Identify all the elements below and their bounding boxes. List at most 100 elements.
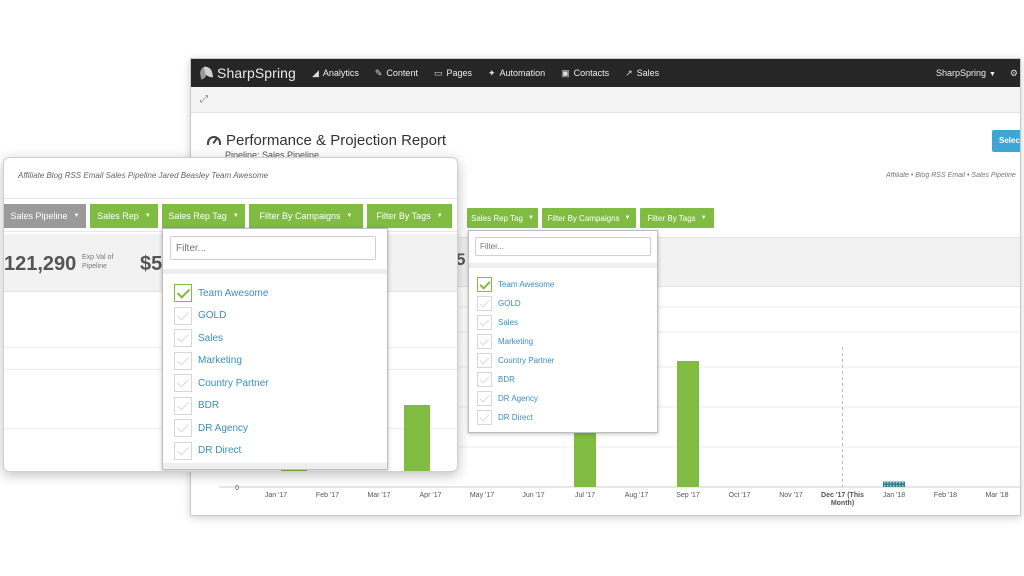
nav-menu: ◢ Analytics ✎ Content ▭ Pages ✦ Automation ▣ Cont… — [312, 68, 675, 79]
filter-breadcrumb-front: Affiliate Blog RSS Email Sales Pipeline … — [18, 171, 269, 180]
tag-option-label: DR Agency — [198, 422, 249, 434]
nav-item-automation[interactable]: ✦ Automation — [488, 68, 545, 79]
checkbox-checked-icon[interactable] — [174, 284, 192, 303]
tag-option-label: Marketing — [198, 355, 242, 367]
x-tick-label: Aug '17 — [625, 492, 649, 499]
sharpspring-logo[interactable]: SharpSpring — [199, 65, 296, 81]
chevron-down-icon: ▼ — [346, 213, 353, 219]
checkbox-checked-icon[interactable] — [477, 277, 492, 292]
account-menu[interactable]: SharpSpring ▼ — [936, 68, 996, 78]
sub-toolbar: ⤢ — [191, 87, 1020, 113]
checkbox-icon[interactable] — [174, 441, 192, 460]
nav-item-sales[interactable]: ↗ Sales — [625, 68, 659, 79]
tag-option-bdr[interactable]: BDR — [174, 395, 269, 418]
sales-rep-tag-button-front[interactable]: Sales Rep Tag ▼ — [162, 204, 245, 228]
filter-by-campaigns-label-front: Filter By Campaigns — [259, 211, 341, 221]
x-tick-label: Dec '17 (This Month) — [821, 492, 864, 507]
nav-item-contacts[interactable]: ▣ Contacts — [561, 68, 609, 79]
sales-rep-tag-button[interactable]: Sales Rep Tag ▼ — [467, 208, 538, 228]
tag-option-label: Team Awesome — [198, 287, 269, 299]
x-tick-label: Mar '17 — [367, 492, 390, 499]
chevron-down-icon: ▼ — [232, 213, 239, 219]
checkbox-icon[interactable] — [477, 372, 492, 387]
page-title-text: Performance & Projection Report — [226, 132, 447, 149]
filter-by-campaigns-button[interactable]: Filter By Campaigns ▼ — [542, 208, 636, 228]
sales-rep-label: Sales Rep — [97, 211, 139, 221]
checkbox-icon[interactable] — [174, 396, 192, 415]
x-tick-label: Jan '17 — [265, 492, 287, 499]
tag-filter-input-back[interactable] — [475, 237, 651, 256]
tag-option-bdr[interactable]: BDR — [477, 370, 554, 389]
filter-by-tags-button[interactable]: Filter By Tags ▼ — [640, 208, 714, 228]
tag-option-dr-agency[interactable]: DR Agency — [174, 417, 269, 440]
chevron-down-icon: ▼ — [988, 71, 996, 78]
checkbox-icon[interactable] — [477, 410, 492, 425]
tag-option-dr-agency[interactable]: DR Agency — [477, 389, 554, 408]
chart-bar[interactable] — [883, 481, 905, 487]
filter-by-campaigns-label: Filter By Campaigns — [547, 213, 620, 223]
tag-list-front: Team Awesome GOLD Sales Marketing Country Pa… — [174, 282, 269, 462]
tag-option-marketing[interactable]: Marketing — [477, 332, 554, 351]
dropdown-divider — [469, 263, 657, 268]
tag-option-label: Country Partner — [498, 356, 555, 365]
tag-option-dr-direct[interactable]: DR Direct — [174, 440, 269, 463]
nav-item-analytics[interactable]: ◢ Analytics — [312, 68, 359, 79]
tag-option-gold[interactable]: GOLD — [174, 305, 269, 328]
chart-bar[interactable] — [677, 361, 699, 487]
tag-option-dr-direct[interactable]: DR Direct — [477, 408, 554, 427]
tag-option-team-awesome[interactable]: Team Awesome — [477, 275, 554, 294]
tag-filter-input-front[interactable] — [170, 236, 376, 260]
filter-by-tags-label-front: Filter By Tags — [376, 211, 431, 221]
tag-option-marketing[interactable]: Marketing — [174, 350, 269, 373]
nav-item-label: Contacts — [573, 68, 610, 78]
trend-icon: ↗ — [625, 67, 633, 78]
checkbox-icon[interactable] — [477, 391, 492, 406]
contacts-icon: ▣ — [561, 67, 570, 78]
checkbox-icon[interactable] — [174, 306, 192, 325]
tag-option-gold[interactable]: GOLD — [477, 294, 554, 313]
tag-option-sales[interactable]: Sales — [477, 313, 554, 332]
checkbox-icon[interactable] — [174, 351, 192, 370]
checkbox-icon[interactable] — [477, 353, 492, 368]
sales-rep-tag-label-front: Sales Rep Tag — [168, 211, 227, 221]
checkbox-icon[interactable] — [174, 419, 192, 438]
tag-option-label: GOLD — [198, 310, 227, 322]
tag-option-label: DR Agency — [498, 394, 539, 403]
x-tick-label: Oct '17 — [729, 492, 751, 499]
tag-option-country-partner[interactable]: Country Partner — [174, 372, 269, 395]
tag-option-team-awesome[interactable]: Team Awesome — [174, 282, 269, 305]
sales-rep-button[interactable]: Sales Rep ▼ — [90, 204, 158, 228]
tag-option-label: BDR — [198, 400, 220, 412]
x-tick-label: Apr '17 — [420, 492, 442, 499]
sales-pipeline-button[interactable]: Sales Pipeline ▼ — [4, 204, 86, 228]
checkbox-icon[interactable] — [174, 329, 192, 348]
dropdown-footer — [163, 463, 387, 469]
tag-option-label: BDR — [498, 375, 515, 384]
filter-by-campaigns-button-front[interactable]: Filter By Campaigns ▼ — [249, 204, 363, 228]
checkbox-icon[interactable] — [477, 334, 492, 349]
checkbox-icon[interactable] — [477, 296, 492, 311]
pencil-icon: ✎ — [374, 67, 383, 78]
tag-option-sales[interactable]: Sales — [174, 327, 269, 350]
x-tick-label: Jun '17 — [522, 492, 544, 499]
x-tick-label: Jul '17 — [575, 492, 595, 499]
tag-option-label: DR Direct — [498, 413, 533, 422]
nav-item-content[interactable]: ✎ Content — [375, 68, 418, 79]
select-button[interactable]: Select — [992, 130, 1020, 152]
tag-option-country-partner[interactable]: Country Partner — [477, 351, 554, 370]
nav-item-pages[interactable]: ▭ Pages — [434, 68, 472, 79]
filter-by-tags-button-front[interactable]: Filter By Tags ▼ — [367, 204, 452, 228]
sales-rep-tag-dropdown-back: Team Awesome GOLD Sales Marketing Country Pa… — [468, 230, 658, 433]
x-tick-label: Feb '17 — [316, 492, 339, 499]
chevron-down-icon: ▼ — [73, 213, 80, 219]
dropdown-divider — [163, 269, 387, 274]
checkbox-icon[interactable] — [477, 315, 492, 330]
expand-icon[interactable]: ⤢ — [200, 94, 208, 105]
chevron-down-icon: ▼ — [436, 213, 443, 219]
top-navbar: SharpSpring ◢ Analytics ✎ Content ▭ Pages ✦ Aut… — [191, 59, 1020, 87]
y-tick-label: 0 — [235, 485, 239, 492]
gear-icon[interactable]: ⚙ — [1009, 67, 1018, 78]
checkbox-icon[interactable] — [174, 374, 192, 393]
tag-option-label: Team Awesome — [498, 280, 555, 289]
